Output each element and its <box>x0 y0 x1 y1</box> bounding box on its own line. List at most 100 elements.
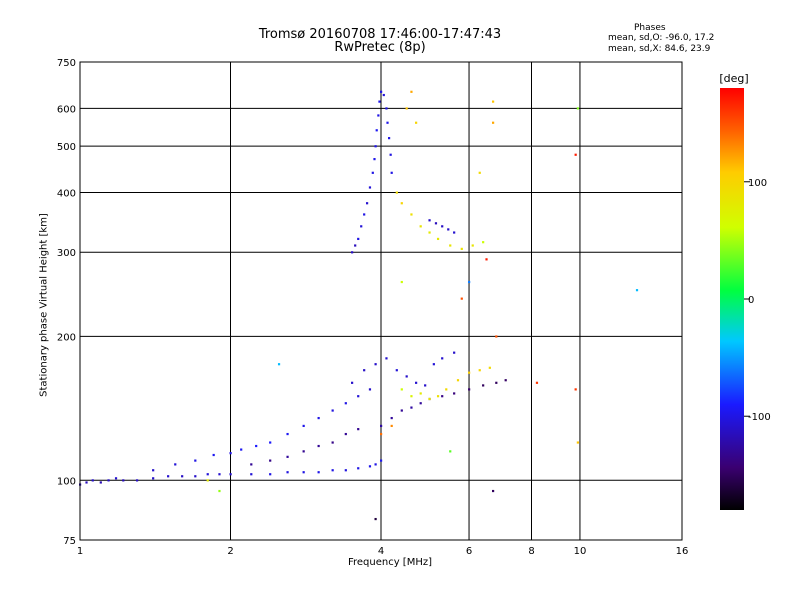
plot-frame <box>79 61 683 541</box>
data-point <box>380 432 383 436</box>
phases-o-stats: mean, sd,O: -96.0, 17.2 <box>608 33 715 43</box>
grid-lines <box>80 62 682 540</box>
data-point <box>419 402 422 405</box>
data-point <box>415 121 418 124</box>
x-axis-label: Frequency [MHz] <box>347 557 433 568</box>
data-point <box>152 469 155 472</box>
x-tick-label: 4 <box>378 546 384 557</box>
colorbar-tick-label: -100 <box>748 412 771 423</box>
data-point <box>576 107 579 110</box>
data-point <box>485 258 488 261</box>
data-points <box>79 90 639 521</box>
data-point <box>194 475 197 478</box>
data-point <box>357 237 360 241</box>
data-point <box>363 369 366 372</box>
data-point <box>181 475 184 478</box>
data-point <box>428 231 431 234</box>
data-point <box>390 416 393 420</box>
data-point <box>386 121 389 124</box>
x-tick-label: 8 <box>528 546 534 557</box>
data-point <box>385 357 388 360</box>
data-point <box>317 416 320 420</box>
data-point <box>491 121 495 124</box>
colorbar-ticks: [deg] 100 0 -100 <box>719 72 770 423</box>
data-point <box>351 381 354 384</box>
data-point <box>436 237 440 241</box>
data-point <box>229 452 232 455</box>
chart-subtitle: RwPretec (8p) <box>334 40 426 55</box>
x-tick-label: 1 <box>77 546 83 557</box>
data-point <box>167 475 170 478</box>
axis-ticks: 1 2 4 6 8 10 16 75 100 200 300 400 500 600 750 <box>57 58 688 557</box>
data-point <box>495 381 498 384</box>
data-point <box>122 479 125 482</box>
data-point <box>374 363 377 366</box>
data-point <box>468 371 471 374</box>
data-point <box>453 231 456 234</box>
data-point <box>400 409 403 412</box>
data-point <box>331 409 334 412</box>
data-point <box>360 225 363 228</box>
data-point <box>400 388 403 391</box>
data-point <box>576 441 579 444</box>
data-point <box>331 441 334 444</box>
data-point <box>344 469 347 472</box>
data-point <box>405 375 408 378</box>
data-point <box>410 213 413 216</box>
data-point <box>229 473 232 476</box>
data-point <box>91 479 94 482</box>
data-point <box>504 379 507 382</box>
data-point <box>400 280 403 284</box>
data-point <box>441 357 444 360</box>
data-point <box>250 463 253 466</box>
y-tick-label: 200 <box>57 332 76 343</box>
data-point <box>302 471 305 474</box>
y-tick-label: 500 <box>57 142 76 153</box>
data-point <box>368 186 372 189</box>
data-point <box>387 137 391 140</box>
data-point <box>453 392 456 395</box>
data-point <box>385 107 388 110</box>
data-point <box>482 384 485 387</box>
data-point <box>535 381 539 384</box>
data-point <box>277 363 281 366</box>
data-point <box>135 479 139 482</box>
x-tick-label: 10 <box>574 546 587 557</box>
data-point <box>354 244 357 247</box>
x-tick-label: 6 <box>466 546 472 557</box>
data-point <box>99 481 102 484</box>
data-point <box>286 471 289 474</box>
data-point <box>419 225 422 228</box>
data-point <box>357 467 360 470</box>
data-point <box>478 369 481 372</box>
data-point <box>436 395 440 398</box>
y-tick-label: 750 <box>57 58 76 69</box>
data-point <box>368 465 372 468</box>
data-point <box>331 469 334 472</box>
data-point <box>488 366 491 369</box>
data-point <box>482 241 485 244</box>
data-point <box>85 481 88 484</box>
y-tick-label: 300 <box>57 248 76 259</box>
data-point <box>302 450 305 453</box>
data-point <box>390 171 393 174</box>
data-point <box>415 381 418 384</box>
data-point <box>286 455 289 458</box>
data-point <box>395 191 398 194</box>
data-point <box>368 388 372 391</box>
data-point <box>286 432 289 436</box>
x-tick-label: 16 <box>676 546 689 557</box>
phases-x-stats: mean, sd,X: 84.6, 23.9 <box>608 44 711 54</box>
data-point <box>374 145 377 148</box>
data-point <box>495 335 498 338</box>
data-point <box>468 280 471 284</box>
data-point <box>382 93 385 97</box>
colorbar-label: [deg] <box>719 72 748 85</box>
data-point <box>375 129 378 132</box>
data-point <box>574 388 577 391</box>
data-point <box>432 363 435 366</box>
data-point <box>317 471 320 474</box>
data-point <box>317 444 320 448</box>
data-point <box>380 424 383 428</box>
x-tick-label: 2 <box>227 546 233 557</box>
